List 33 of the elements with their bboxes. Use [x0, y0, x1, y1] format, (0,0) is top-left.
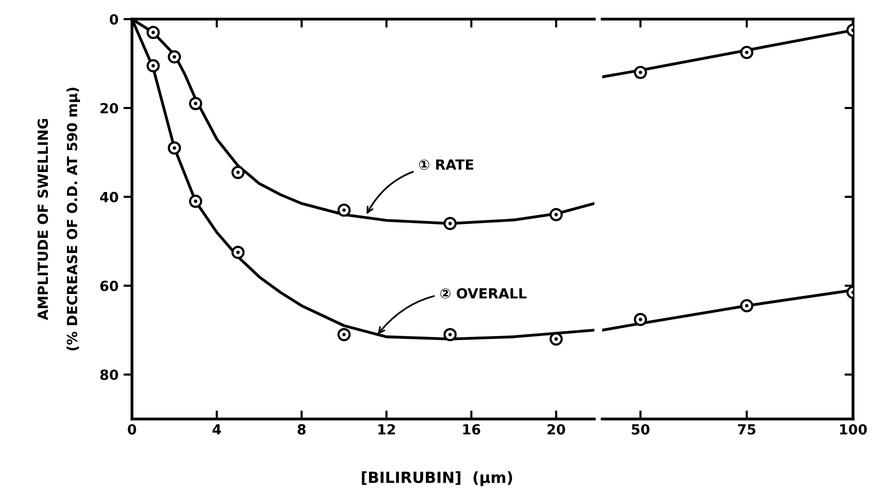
- x-axis-title: [BILIRUBIN] (μm): [362, 471, 512, 486]
- x-tick-label: 0: [128, 424, 136, 435]
- point: [444, 328, 457, 342]
- point: [337, 328, 351, 342]
- annotation: ② OVERALL: [440, 288, 527, 299]
- point: [189, 96, 202, 110]
- point: [168, 141, 181, 155]
- point: [634, 66, 648, 80]
- y-tick-label: 80: [100, 370, 118, 380]
- y-tick-label: 20: [100, 102, 118, 114]
- x-tick-label: 20: [548, 424, 566, 435]
- y-tick-label: 40: [100, 192, 118, 202]
- point: [146, 26, 160, 40]
- x-tick-label: 50: [632, 424, 650, 435]
- x-tick-label: 16: [463, 424, 480, 435]
- x-tick-label: 8: [298, 424, 306, 435]
- point: [337, 204, 351, 217]
- text: AMPLITUDE OF SWELLING (% DECREASE OF O.D. AT 590 mμ): [38, 88, 80, 350]
- y-tick-label: 60: [100, 280, 118, 292]
- x-tick-label: 4: [212, 424, 221, 434]
- point: [740, 46, 754, 60]
- y-tick-label: 0: [110, 14, 118, 25]
- point: [231, 166, 245, 180]
- point: [146, 59, 160, 72]
- point: [550, 332, 563, 346]
- point: [168, 50, 181, 64]
- x-tick-label: 75: [738, 424, 756, 435]
- point: [231, 246, 245, 259]
- point: [740, 299, 754, 312]
- x-tick-label: 12: [378, 424, 395, 434]
- annotation: ① RATE: [419, 159, 474, 170]
- point: [189, 194, 202, 208]
- x-tick-label: 100: [840, 424, 867, 435]
